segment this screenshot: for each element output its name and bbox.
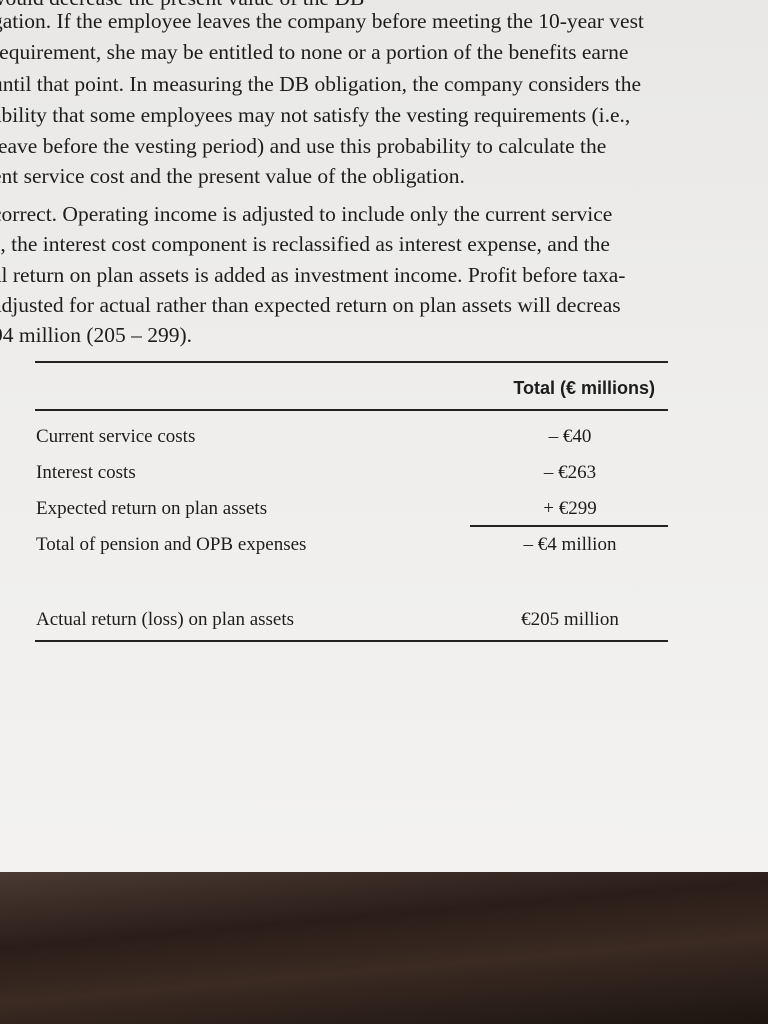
row-value: + €299 <box>543 498 597 519</box>
text-line: would decrease the present value of the … <box>0 0 364 11</box>
row-label: Actual return (loss) on plan assets <box>36 609 295 630</box>
text-line: s, the interest cost component is reclas… <box>0 232 610 256</box>
text-line: correct. Operating income is adjusted to… <box>0 202 613 226</box>
text-line: leave before the vesting period) and use… <box>0 134 607 158</box>
table-header: Total (€ millions) <box>513 378 655 398</box>
text-line: requirement, she may be entitled to none… <box>0 40 629 64</box>
row-label: Interest costs <box>36 462 136 483</box>
subtotal-rule <box>470 525 668 527</box>
book-page: would decrease the present value of the … <box>0 0 768 872</box>
row-value: €205 million <box>521 609 619 630</box>
text-line: al return on plan assets is added as inv… <box>0 263 626 287</box>
text-line: ability that some employees may not sati… <box>0 103 631 127</box>
row-value: – €263 <box>543 462 597 483</box>
table-top-rule <box>35 361 668 363</box>
text-line: adjusted for actual rather than expected… <box>0 293 621 317</box>
text-line: ent service cost and the present value o… <box>0 164 465 188</box>
row-label: Current service costs <box>36 426 196 447</box>
text-line: 94 million (205 – 299). <box>0 323 193 347</box>
row-label: Total of pension and OPB expenses <box>36 534 307 555</box>
table-header-rule <box>35 409 668 411</box>
row-value: – €40 <box>548 426 592 447</box>
text-line: until that point. In measuring the DB ob… <box>0 72 642 96</box>
row-value: – €4 million <box>523 534 617 555</box>
text-line: gation. If the employee leaves the compa… <box>0 9 644 33</box>
row-label: Expected return on plan assets <box>36 498 268 519</box>
table-bottom-rule <box>35 640 668 642</box>
wooden-table-background <box>0 872 768 1024</box>
